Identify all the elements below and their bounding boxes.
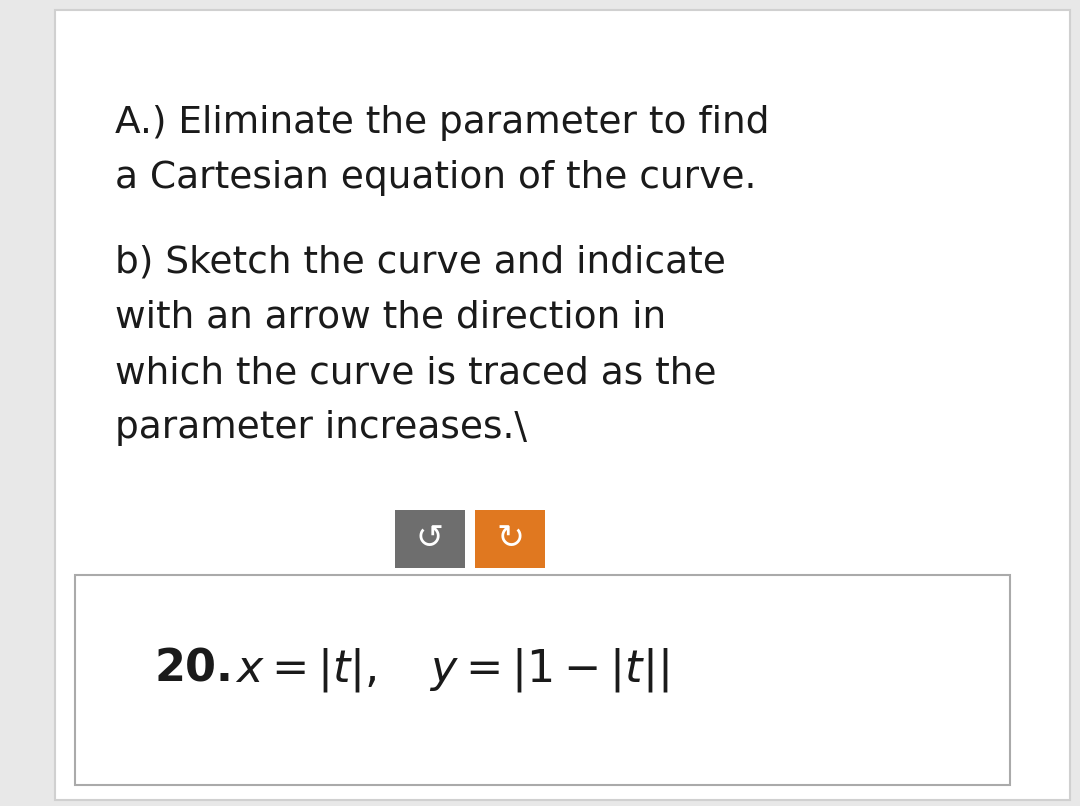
- Text: which the curve is traced as the: which the curve is traced as the: [114, 355, 716, 391]
- Bar: [75, 575, 1010, 785]
- Text: b) Sketch the curve and indicate: b) Sketch the curve and indicate: [114, 245, 726, 281]
- Text: ↺: ↺: [416, 522, 444, 555]
- Text: parameter increases.\: parameter increases.\: [114, 410, 527, 446]
- Bar: [475, 510, 545, 568]
- Text: with an arrow the direction in: with an arrow the direction in: [114, 300, 666, 336]
- Text: $x = |t|, \quad y = |1 - |t||$: $x = |t|, \quad y = |1 - |t||$: [235, 646, 669, 693]
- Text: a Cartesian equation of the curve.: a Cartesian equation of the curve.: [114, 160, 756, 196]
- Text: ↻: ↻: [496, 522, 524, 555]
- Text: 20.: 20.: [156, 648, 234, 691]
- Bar: [395, 510, 465, 568]
- Text: A.) Eliminate the parameter to find: A.) Eliminate the parameter to find: [114, 105, 769, 141]
